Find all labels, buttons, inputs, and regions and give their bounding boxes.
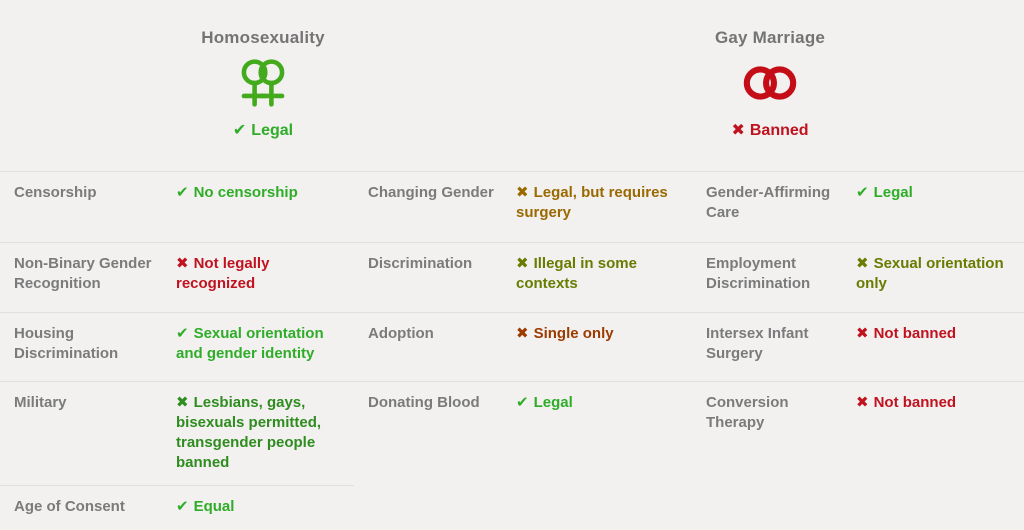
check-icon: ✔ bbox=[176, 498, 189, 515]
cross-icon: ✖ bbox=[516, 255, 529, 272]
topic-label: Non-Binary Gender Recognition bbox=[0, 242, 176, 312]
cross-icon: ✖ bbox=[176, 394, 189, 411]
check-icon: ✔ bbox=[232, 122, 247, 139]
status-value: ✖ Legal, but requires surgery bbox=[516, 171, 692, 242]
status-value: ✔ No censorship bbox=[176, 171, 354, 242]
status-value: ✔ Sexual orientation and gender identity bbox=[176, 312, 354, 381]
topic-label: Intersex Infant Surgery bbox=[692, 312, 856, 381]
topic-label: Discrimination bbox=[354, 242, 516, 312]
topic-label: Military bbox=[0, 381, 176, 485]
check-icon: ✔ bbox=[176, 184, 189, 201]
cross-icon: ✖ bbox=[516, 184, 529, 201]
cross-icon: ✖ bbox=[176, 255, 189, 272]
topic-label: Donating Blood bbox=[354, 381, 516, 485]
header-homosexuality: Homosexuality ✔ Legal bbox=[103, 0, 423, 171]
header-title: Homosexuality bbox=[201, 28, 325, 47]
status-value: ✖ Single only bbox=[516, 312, 692, 381]
status-value: ✖ Illegal in some contexts bbox=[516, 242, 692, 312]
cross-icon: ✖ bbox=[856, 394, 869, 411]
header-status-label: Legal bbox=[251, 122, 294, 139]
status-value: ✖ Sexual orientation only bbox=[856, 242, 1024, 312]
topic-label: Conversion Therapy bbox=[692, 381, 856, 485]
header-status-label: Banned bbox=[749, 122, 809, 139]
header-title: Gay Marriage bbox=[714, 28, 826, 47]
status-value: ✖ Lesbians, gays, bisexuals permitted, tr… bbox=[176, 381, 354, 485]
double-female-icon bbox=[234, 52, 292, 114]
status-value: ✔ Legal bbox=[856, 171, 1024, 242]
topic-label: Housing Discrimination bbox=[0, 312, 176, 381]
check-icon: ✔ bbox=[856, 184, 869, 201]
topic-label: Employment Discrimination bbox=[692, 242, 856, 312]
header-gay-marriage: Gay Marriage ✖ Banned bbox=[610, 0, 930, 171]
cross-icon: ✖ bbox=[856, 325, 869, 342]
interlocking-rings-icon bbox=[742, 52, 798, 114]
topic-label: Age of Consent bbox=[0, 485, 176, 530]
cross-icon: ✖ bbox=[856, 255, 869, 272]
topic-label: Gender-Affirming Care bbox=[692, 171, 856, 242]
cross-icon: ✖ bbox=[516, 325, 529, 342]
rights-table: Censorship ✔ No censorship Non-Binary Gende… bbox=[0, 171, 1024, 530]
status-value: ✔ Equal bbox=[176, 485, 354, 530]
check-icon: ✔ bbox=[516, 394, 529, 411]
status-value: ✖ Not legally recognized bbox=[176, 242, 354, 312]
header-status: ✔ Legal bbox=[233, 120, 293, 140]
status-value: ✖ Not banned bbox=[856, 312, 1024, 381]
cross-icon: ✖ bbox=[731, 122, 745, 139]
status-value: ✖ Not banned bbox=[856, 381, 1024, 485]
header-status: ✖ Banned bbox=[731, 120, 808, 140]
topic-label: Censorship bbox=[0, 171, 176, 242]
status-value: ✔ Legal bbox=[516, 381, 692, 485]
topic-label: Adoption bbox=[354, 312, 516, 381]
check-icon: ✔ bbox=[176, 325, 189, 342]
topic-label: Changing Gender bbox=[354, 171, 516, 242]
